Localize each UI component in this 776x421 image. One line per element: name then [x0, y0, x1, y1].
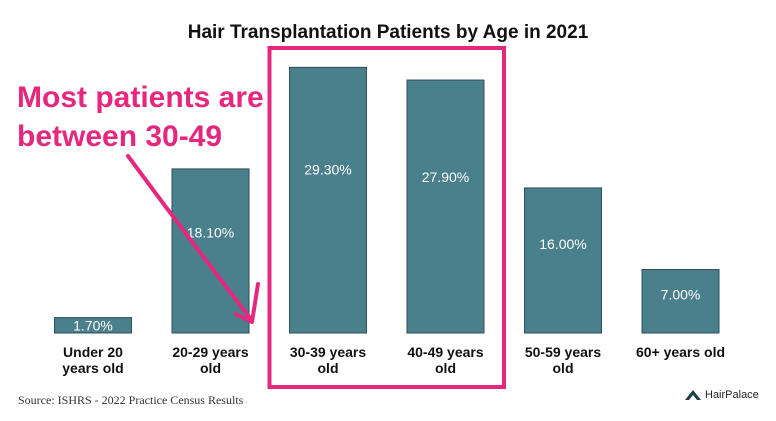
- hairpalace-logo-icon: [685, 390, 701, 400]
- brand-logo: HairPalace: [684, 388, 759, 402]
- bars-layer: [54, 66, 720, 334]
- brand-name: HairPalace: [705, 389, 759, 401]
- bar-value-label-3: 27.90%: [422, 169, 469, 185]
- category-label-3: 40-49 years old: [407, 344, 484, 376]
- highlight-box: [267, 46, 506, 389]
- highlight-layer: [126, 46, 506, 389]
- bar-3: [406, 79, 485, 334]
- bar-0: [54, 317, 132, 334]
- category-label-0: Under 20 years old: [62, 344, 123, 376]
- labels-layer: 1.70% Under 20 years old 18.10% 20-29 years o…: [62, 161, 725, 376]
- annotation-arrowhead: [234, 282, 260, 324]
- bar-5: [641, 269, 720, 334]
- bar-1: [171, 168, 250, 334]
- annotation-line-1: Most patients are: [17, 81, 264, 114]
- source-note: Source: ISHRS - 2022 Practice Census Res…: [18, 393, 244, 407]
- bar-value-label-2: 29.30%: [304, 161, 351, 177]
- bar-2: [289, 66, 367, 334]
- chart-title: Hair Transplantation Patients by Age in …: [187, 22, 589, 43]
- annotation-callout: Most patients are between 30-49: [17, 78, 264, 156]
- category-label-2: 30-39 years old: [290, 344, 367, 376]
- bar-4: [524, 187, 602, 334]
- bar-value-label-1: 18.10%: [187, 224, 234, 240]
- annotation-arrow: [126, 154, 252, 320]
- annotation-line-2: between 30-49: [17, 120, 223, 153]
- bar-value-label-4: 16.00%: [539, 236, 586, 252]
- category-label-1: 20-29 years old: [172, 344, 249, 376]
- bar-value-label-0: 1.70%: [73, 317, 113, 333]
- bar-value-label-5: 7.00%: [661, 287, 701, 303]
- category-label-5: 60+ years old: [636, 344, 725, 360]
- category-label-4: 50-59 years old: [525, 344, 602, 376]
